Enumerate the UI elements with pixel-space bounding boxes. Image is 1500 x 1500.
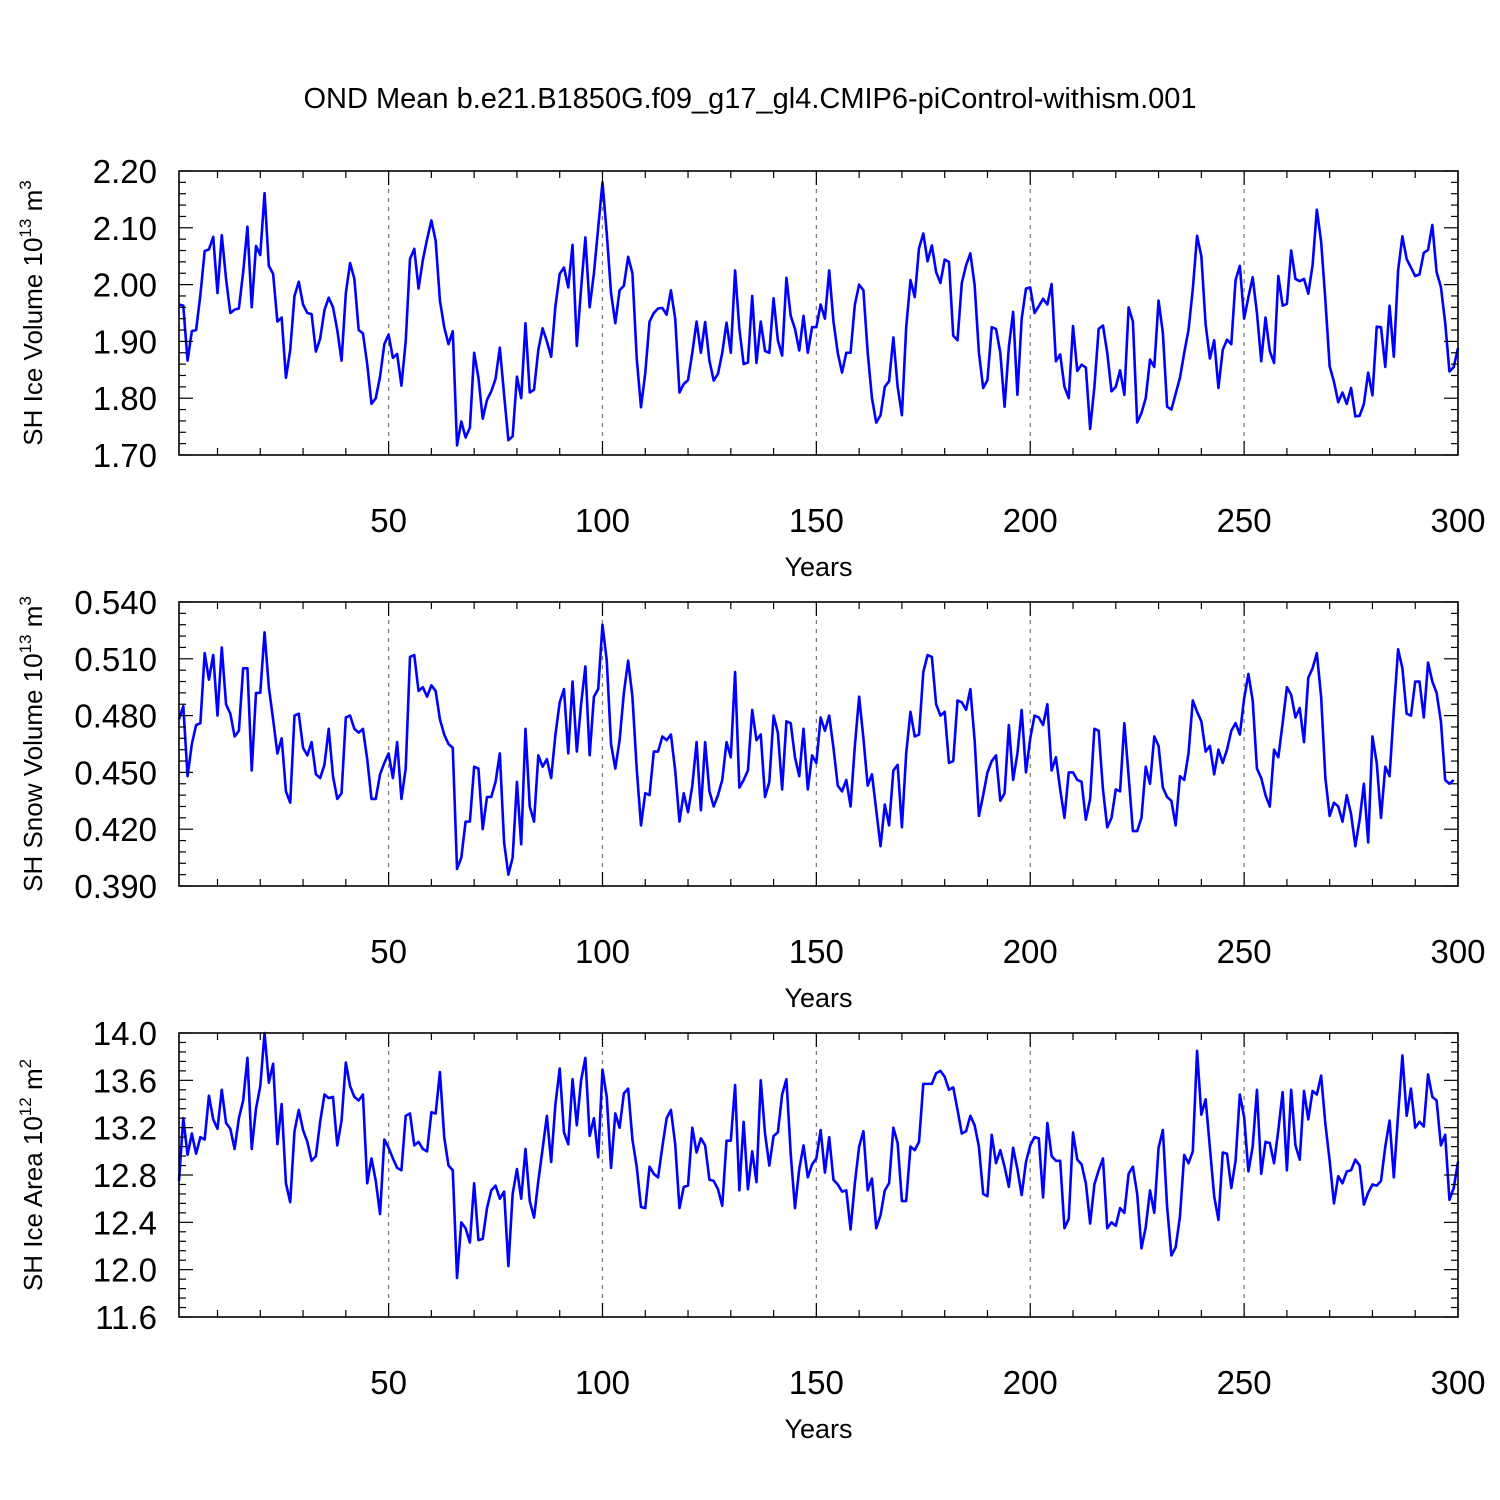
- x-tick-label: 200: [1003, 502, 1058, 539]
- x-tick-label: 50: [370, 502, 407, 539]
- y-axis-label-main: SH Snow Volume 10: [18, 653, 48, 891]
- x-tick-label: 100: [575, 502, 630, 539]
- y-tick-label: 0.480: [74, 698, 157, 735]
- y-tick-label: 11.6: [95, 1299, 157, 1336]
- y-tick-label: 0.450: [74, 754, 157, 791]
- panel-3: 11.6 12.0 12.4 12.8 13.2 13.6 14.0 50 100 150 200 2…: [16, 1015, 1486, 1444]
- y-axis-label-main: SH Ice Area 10: [18, 1116, 48, 1291]
- y-axis-label-exponent: 12: [16, 1097, 35, 1116]
- series-line: [178, 181, 1460, 447]
- y-tick-label: 14.0: [93, 1015, 157, 1052]
- x-tick-label: 300: [1430, 502, 1485, 539]
- x-tick-label: 250: [1217, 502, 1272, 539]
- y-axis-label-main: SH Ice Volume 10: [18, 238, 48, 446]
- y-tick-label: 2.20: [93, 153, 157, 190]
- y-tick-label: 1.70: [93, 437, 157, 474]
- y-tick-label: 0.390: [74, 868, 157, 905]
- plot-frame: [178, 170, 1459, 456]
- y-axis-label-unit: m: [18, 190, 48, 219]
- y-axis-label: SH Snow Volume 1013 m3: [16, 596, 48, 892]
- y-axis-label-exponent: 13: [16, 219, 35, 238]
- y-axis-label-unit: m: [18, 1068, 48, 1097]
- y-tick-label: 0.540: [74, 584, 157, 621]
- y-tick-label: 2.10: [93, 210, 157, 247]
- y-axis-label: SH Ice Volume 1013 m3: [16, 180, 48, 445]
- x-tick-label: 50: [370, 933, 407, 970]
- x-tick-label: 300: [1430, 1364, 1485, 1401]
- y-tick-label: 2.00: [93, 267, 157, 304]
- x-tick-label: 100: [575, 1364, 630, 1401]
- plot-frame: [178, 601, 1459, 887]
- y-tick-label: 12.0: [93, 1252, 157, 1289]
- panel-1: 1.70 1.80 1.90 2.00 2.10 2.20 50 100 150 200 250 30…: [16, 153, 1486, 582]
- figure-title: OND Mean b.e21.B1850G.f09_g17_gl4.CMIP6-…: [303, 83, 1196, 115]
- x-tick-label: 50: [370, 1364, 407, 1401]
- x-tick-label: 300: [1430, 933, 1485, 970]
- x-tick-label: 250: [1217, 1364, 1272, 1401]
- y-tick-label: 0.420: [74, 811, 157, 848]
- y-axis-label-unit-exponent: 3: [16, 596, 35, 605]
- x-tick-label: 100: [575, 933, 630, 970]
- y-axis-label-unit: m: [18, 606, 48, 635]
- series-line: [177, 1031, 1460, 1280]
- y-tick-label: 13.2: [93, 1110, 157, 1147]
- x-axis-label: Years: [784, 1414, 852, 1444]
- y-tick-label: 0.510: [74, 641, 157, 678]
- x-axis-label: Years: [784, 552, 852, 582]
- y-tick-label: 12.4: [93, 1204, 157, 1241]
- y-axis-label: SH Ice Area 1012 m2: [16, 1059, 48, 1291]
- x-tick-label: 200: [1003, 1364, 1058, 1401]
- x-tick-label: 150: [789, 1364, 844, 1401]
- x-tick-label: 200: [1003, 933, 1058, 970]
- x-axis-label: Years: [784, 983, 852, 1013]
- y-tick-label: 1.80: [93, 380, 157, 417]
- y-axis-label-unit-exponent: 2: [16, 1059, 35, 1068]
- y-tick-label: 1.90: [93, 323, 157, 360]
- series-line: [177, 623, 1455, 876]
- y-tick-label: 12.8: [93, 1157, 157, 1194]
- panel-2: 0.390 0.420 0.450 0.480 0.510 0.540 50 100 150 20…: [16, 584, 1486, 1013]
- y-tick-label: 13.6: [93, 1062, 157, 1099]
- y-axis-label-exponent: 13: [16, 634, 35, 653]
- x-tick-label: 150: [789, 933, 844, 970]
- y-axis-label-unit-exponent: 3: [16, 180, 35, 189]
- x-tick-label: 250: [1217, 933, 1272, 970]
- x-tick-label: 150: [789, 502, 844, 539]
